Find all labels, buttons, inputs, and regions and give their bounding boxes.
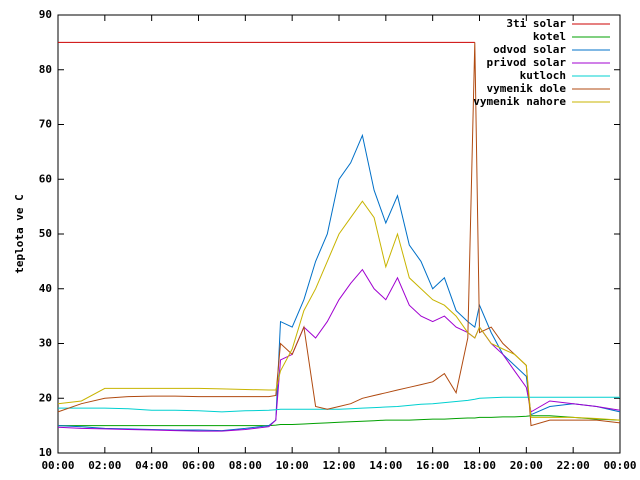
legend-label: privod solar <box>487 56 567 69</box>
y-axis-label: teplota ve C <box>13 194 26 273</box>
series-line <box>58 415 621 427</box>
x-tick-label: 18:00 <box>463 459 496 472</box>
legend-label: odvod solar <box>493 43 566 56</box>
y-tick-label: 40 <box>39 282 52 295</box>
x-tick-label: 00:00 <box>603 459 636 472</box>
series-line <box>57 268 621 432</box>
x-tick-label: 08:00 <box>229 459 262 472</box>
y-tick-label: 10 <box>39 446 52 459</box>
series-line <box>57 42 621 427</box>
x-tick-label: 02:00 <box>88 459 121 472</box>
series-line <box>58 396 620 413</box>
y-tick-label: 90 <box>39 8 52 21</box>
legend-label: vymenik dole <box>487 82 567 95</box>
x-tick-label: 06:00 <box>182 459 215 472</box>
x-tick-label: 20:00 <box>510 459 543 472</box>
legend-label: vymenik nahore <box>473 95 566 108</box>
x-tick-label: 12:00 <box>322 459 355 472</box>
y-tick-label: 50 <box>39 227 52 240</box>
x-tick-label: 14:00 <box>369 459 402 472</box>
x-tick-label: 22:00 <box>557 459 590 472</box>
y-tick-label: 60 <box>39 172 52 185</box>
legend-label: kutloch <box>520 69 566 82</box>
y-tick-label: 80 <box>39 63 52 76</box>
x-tick-label: 10:00 <box>276 459 309 472</box>
y-tick-label: 30 <box>39 337 52 350</box>
legend-label: kotel <box>533 30 566 43</box>
series-line <box>57 200 621 421</box>
y-tick-label: 20 <box>39 391 52 404</box>
x-tick-label: 16:00 <box>416 459 449 472</box>
y-tick-label: 70 <box>39 118 52 131</box>
legend-label: 3ti solar <box>506 17 566 30</box>
x-tick-label: 00:00 <box>41 459 74 472</box>
x-tick-label: 04:00 <box>135 459 168 472</box>
series-line <box>57 133 621 432</box>
